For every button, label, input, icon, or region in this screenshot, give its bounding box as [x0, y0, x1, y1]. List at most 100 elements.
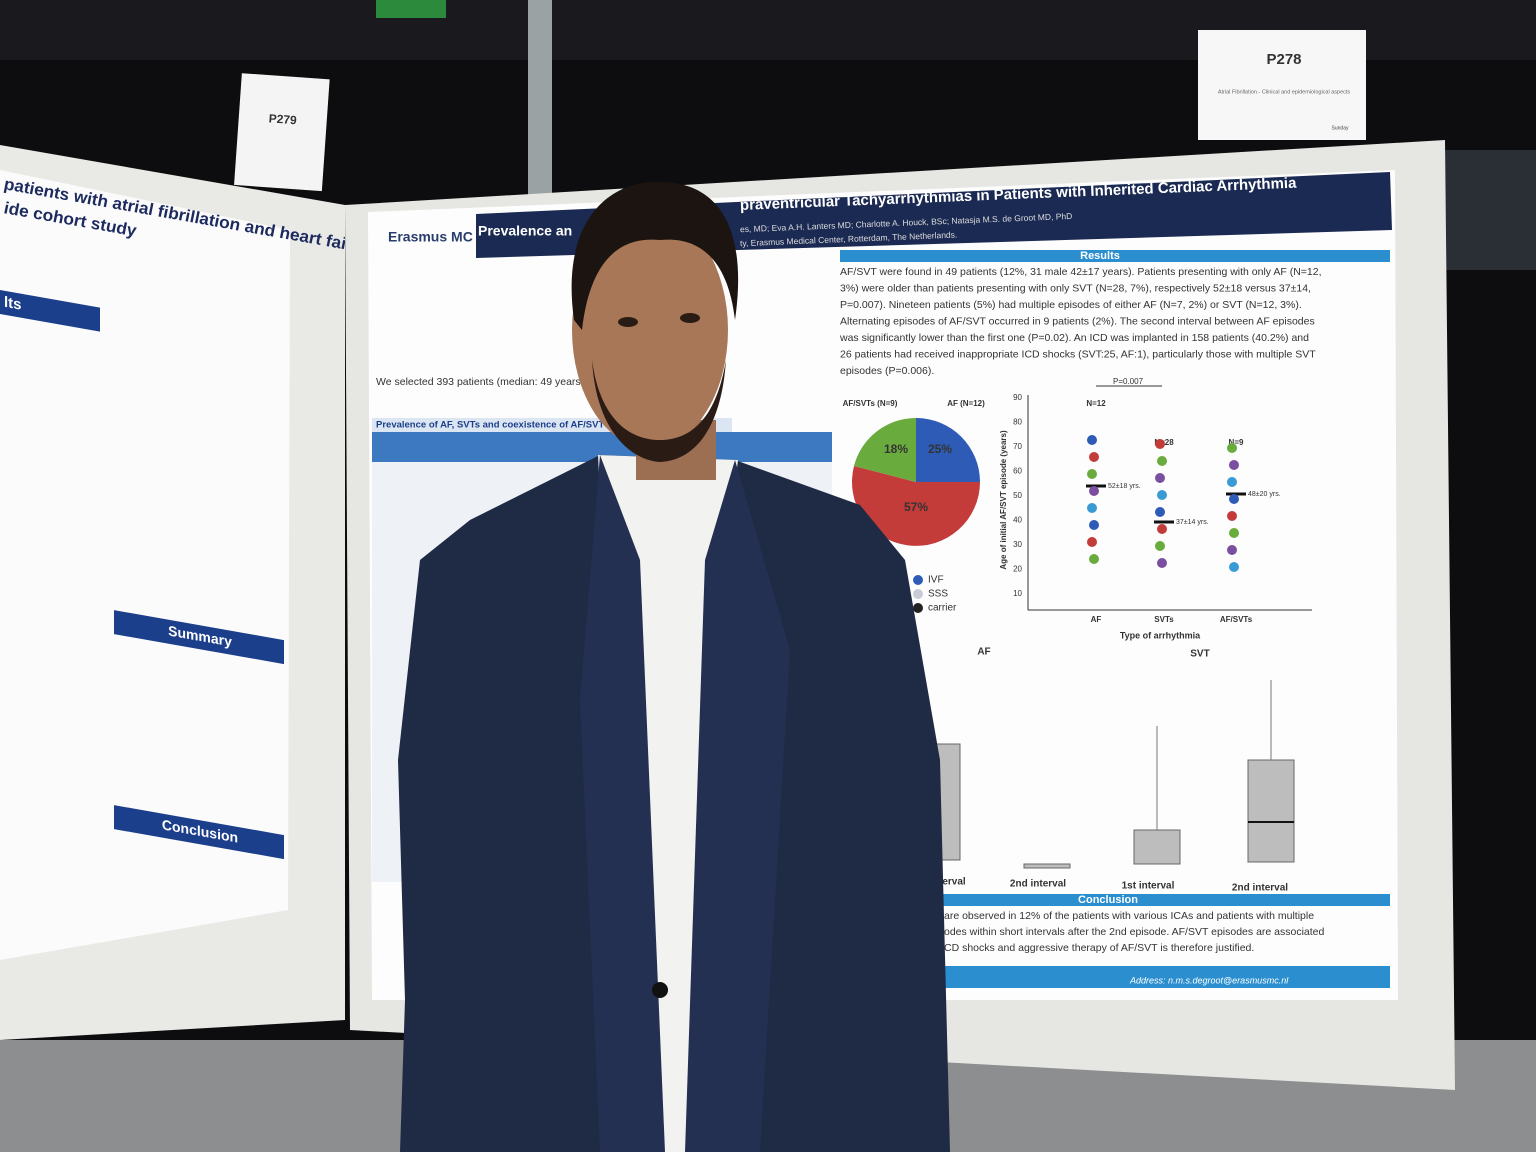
pie-slice — [916, 418, 980, 482]
box — [1023, 863, 1071, 869]
dot — [1157, 456, 1167, 466]
face — [572, 212, 728, 448]
results-line: Alternating episodes of AF/SVT occurred … — [840, 315, 1315, 327]
section-bar — [114, 610, 284, 665]
pie-label: AF (N=12) — [947, 399, 985, 408]
dot — [1155, 507, 1165, 517]
dot — [1089, 486, 1099, 496]
results-line: episodes (P=0.006). — [840, 365, 934, 377]
table-heading: Prevalence of AF, SVTs and coexistence o… — [376, 420, 604, 431]
sign-card — [1198, 30, 1366, 140]
mean-label: 48±20 yrs. — [1248, 491, 1281, 498]
count-label: N=9 — [1229, 438, 1244, 447]
conclusion-line: are observed in 12% of the patients with… — [944, 910, 1314, 922]
pillar — [528, 0, 552, 210]
box-title: AF — [977, 647, 990, 658]
y-tick-label: 60 — [1013, 467, 1022, 476]
footer-bar — [940, 966, 1390, 988]
pie-value: 57% — [904, 500, 928, 514]
x-tick-label: 2nd interval — [1232, 883, 1288, 894]
button — [652, 982, 668, 998]
dot — [1089, 554, 1099, 564]
pie-slice — [852, 466, 980, 546]
box — [1247, 759, 1295, 863]
conclusion-text: are observed in 12% of the patients with… — [944, 910, 1325, 954]
y-tick-label: 80 — [1013, 418, 1022, 427]
legend-dot — [913, 575, 923, 585]
dot — [1157, 490, 1167, 500]
lapel — [685, 460, 790, 1152]
exit-sign — [376, 0, 446, 18]
y-tick-label: 20 — [1013, 565, 1022, 574]
eye — [618, 317, 638, 327]
x-tick-label: SVTs — [1154, 615, 1174, 624]
mean-label: 52±18 yrs. — [1108, 483, 1141, 490]
dot — [1157, 558, 1167, 568]
results-line: was significantly lower than the first o… — [839, 332, 1309, 344]
x-tick-label: 1st interval — [1122, 881, 1175, 892]
dot — [1227, 477, 1237, 487]
p-value: P=0.007 — [1113, 377, 1144, 386]
dot — [1087, 503, 1097, 513]
person — [398, 181, 950, 1152]
legend-label: IVF — [928, 575, 944, 586]
box — [1133, 829, 1181, 865]
conclusion-line: odes within short intervals after the 2n… — [944, 926, 1325, 938]
pie: 25% 57% 18% — [852, 418, 980, 546]
dot — [1227, 443, 1237, 453]
pie-slice — [854, 418, 916, 482]
lapel — [580, 455, 665, 1152]
dot — [1087, 537, 1097, 547]
y-axis-title: Age of initial AF/SVT episode (years) — [999, 430, 1008, 570]
y-tick-label: 50 — [1013, 491, 1022, 500]
section-bar — [840, 894, 1390, 906]
background-panel — [1440, 150, 1536, 270]
results-line: 26 patients had received inappropriate I… — [840, 348, 1316, 360]
address: Address: n.m.s.degroot@erasmusmc.nl — [1129, 975, 1289, 985]
poster-title: Prevalence an — [478, 223, 572, 239]
dot — [1229, 460, 1239, 470]
sign-code: P278 — [1266, 51, 1301, 68]
dot — [1155, 473, 1165, 483]
section-heading: lts — [4, 294, 22, 314]
pie-value: 18% — [884, 442, 908, 456]
logo: Erasmus MC — [388, 229, 473, 245]
section-heading: Results — [1080, 250, 1120, 262]
section-bar — [114, 805, 284, 860]
section-bar — [840, 250, 1390, 262]
y-tick-label: 70 — [1013, 442, 1022, 451]
y-tick-label: 90 — [1013, 393, 1022, 402]
dot-plot: Age of initial AF/SVT episode (years) Ty… — [999, 377, 1312, 640]
legend-label: carrier — [928, 603, 957, 614]
pie-legend: IVF SSS carrier — [913, 575, 957, 614]
sign-card — [234, 73, 330, 192]
x-axis-title: Type of arrhythmia — [1120, 630, 1201, 640]
y-tick-label: 10 — [1013, 589, 1022, 598]
y-tick-label: 30 — [1013, 540, 1022, 549]
mean-label: 37±14 yrs. — [1176, 519, 1209, 526]
beard — [592, 360, 726, 462]
hair — [571, 181, 739, 330]
sign-code: P279 — [268, 111, 297, 127]
results-line: AF/SVT were found in 49 patients (12%, 3… — [840, 266, 1322, 278]
x-tick-label: AF — [1091, 615, 1102, 624]
pie-label: AF/SVTs (N=9) — [843, 399, 898, 408]
y-tick-label: 40 — [1013, 516, 1022, 525]
dot — [1087, 435, 1097, 445]
pie-value: 25% — [928, 442, 952, 456]
sign-right: P278 Atrial Fibrillation - Clinical and … — [1198, 30, 1366, 140]
dot — [1229, 494, 1239, 504]
section-bar — [0, 290, 100, 332]
legend-label: SSS — [928, 589, 948, 600]
dot — [1155, 439, 1165, 449]
intro-text: We selected 393 patients (median: 49 yea… — [376, 376, 584, 388]
conclusion-line: CD shocks and aggressive therapy of AF/S… — [944, 942, 1254, 954]
dot — [1229, 562, 1239, 572]
legend-dot — [913, 589, 923, 599]
dot — [1229, 528, 1239, 538]
dot — [1155, 541, 1165, 551]
results-line: 3%) were older than patients presenting … — [840, 282, 1311, 294]
section-heading: Conclusion — [1078, 894, 1138, 906]
